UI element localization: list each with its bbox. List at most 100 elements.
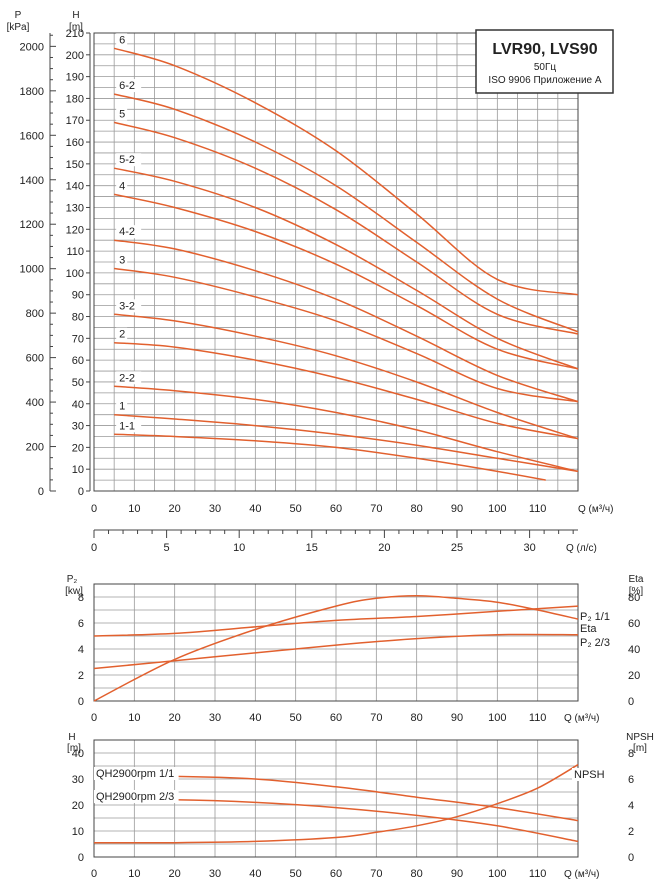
- head-curve-2: [114, 341, 579, 440]
- p-axis-label: P: [15, 10, 22, 21]
- h-axis-tick-label: 60: [72, 355, 84, 367]
- eta-axis-unit: [%]: [629, 586, 644, 597]
- curve-label-background: [116, 253, 128, 267]
- x-axis-tick-label: 40: [249, 712, 261, 724]
- h-axis-label: H: [72, 10, 79, 21]
- x-axis-tick-label: 70: [370, 868, 382, 880]
- curve-label: 6: [119, 34, 125, 46]
- eta-axis-tick-label: 0: [628, 696, 634, 708]
- series-label: Eta: [580, 623, 597, 635]
- series-label: QH2900rpm 2/3: [96, 791, 174, 803]
- curve-label-background: [116, 399, 128, 413]
- curve-label-background: [116, 225, 142, 239]
- curve-label-background: [116, 153, 142, 167]
- eta-axis-tick-label: 20: [628, 670, 640, 682]
- head-curve-2-2: [114, 385, 579, 473]
- p2-axis-tick-label: 4: [78, 644, 84, 656]
- x-axis-tick-label: 110: [529, 868, 547, 880]
- plot-frame: [93, 32, 579, 492]
- x-axis2-tick-label: 25: [451, 542, 463, 554]
- x-axis-tick-label: 10: [128, 712, 140, 724]
- h-axis-tick-label: 30: [72, 774, 84, 786]
- head-curve-5-2: [114, 167, 579, 370]
- curve-label: 5-2: [119, 154, 135, 166]
- head-curve-5: [114, 121, 579, 335]
- eta-axis-tick-label: 80: [628, 592, 640, 604]
- p2-axis-tick-label: 0: [78, 696, 84, 708]
- p-axis-unit: [kPa]: [7, 22, 30, 33]
- p-axis-tick-label: 1400: [20, 175, 44, 187]
- head-curve-6: [113, 47, 579, 296]
- h-axis-tick-label: 30: [72, 421, 84, 433]
- x-axis2-label: Q (л/с): [566, 543, 597, 554]
- curve-label-background: [116, 79, 142, 93]
- h-axis-tick-label: 190: [66, 72, 84, 84]
- x-axis-tick-label: 90: [451, 712, 463, 724]
- x-axis-tick-label: 80: [411, 503, 423, 515]
- h-axis-tick-label: 140: [66, 181, 84, 193]
- plot-frame: [93, 583, 579, 702]
- curve-label-background: [116, 299, 142, 313]
- h-axis-tick-label: 80: [72, 312, 84, 324]
- x-axis-tick-label: 60: [330, 503, 342, 515]
- npsh-axis-label: NPSH: [626, 732, 654, 743]
- chart-frequency: 50Гц: [534, 62, 557, 73]
- h-axis-tick-label: 150: [66, 159, 84, 171]
- x-axis-tick-label: 20: [169, 868, 181, 880]
- h-axis-tick-label: 20: [72, 442, 84, 454]
- h-axis-tick-label: 130: [66, 202, 84, 214]
- x-axis2-tick-label: 5: [164, 542, 170, 554]
- x-axis-tick-label: 30: [209, 503, 221, 515]
- npsh-axis-tick-label: 6: [628, 774, 634, 786]
- h-axis-tick-label: 20: [72, 800, 84, 812]
- x-axis2-tick-label: 15: [306, 542, 318, 554]
- h-axis-tick-label: 0: [78, 852, 84, 864]
- series-label: P₂ 1/1: [580, 611, 610, 623]
- h-axis-unit: [m]: [69, 22, 83, 33]
- npsh-axis-tick-label: 4: [628, 800, 634, 812]
- head-curve-1-1: [114, 433, 546, 481]
- x-axis-tick-label: 40: [249, 868, 261, 880]
- x-axis-label: Q (м³/ч): [564, 869, 599, 880]
- npsh-axis-tick-label: 0: [628, 852, 634, 864]
- p-axis-tick-label: 800: [26, 308, 44, 320]
- x-axis-tick-label: 70: [370, 712, 382, 724]
- npsh-axis-tick-label: 2: [628, 826, 634, 838]
- curve-label-background: [116, 327, 128, 341]
- p2-axis-tick-label: 2: [78, 670, 84, 682]
- curve-label: 2: [119, 329, 125, 341]
- x-axis-tick-label: 80: [411, 868, 423, 880]
- head-curve-4: [114, 193, 579, 370]
- x-axis-tick-label: 90: [451, 503, 463, 515]
- eta-axis-tick-label: 60: [628, 618, 640, 630]
- h-axis-tick-label: 10: [72, 826, 84, 838]
- h-axis-tick-label: 100: [66, 268, 84, 280]
- p2-axis-label: P₂: [67, 574, 78, 585]
- curve-label-background: [116, 179, 128, 193]
- curve-label: 1: [119, 401, 125, 413]
- x-axis-tick-label: 50: [290, 712, 302, 724]
- x-axis2-tick-label: 0: [91, 542, 97, 554]
- series-label-background: [94, 790, 179, 803]
- curve-label: 5: [119, 108, 125, 120]
- curve-label-background: [116, 371, 142, 385]
- h-axis-tick-label: 160: [66, 137, 84, 149]
- curve-label: 3: [119, 255, 125, 267]
- series-curve-2: [93, 633, 579, 670]
- p-axis-tick-label: 200: [26, 442, 44, 454]
- x-axis-tick-label: 100: [488, 712, 506, 724]
- x-axis-tick-label: 30: [209, 712, 221, 724]
- h-axis-tick-label: 40: [72, 748, 84, 760]
- x-axis-tick-label: 100: [488, 503, 506, 515]
- series-label: NPSH: [574, 769, 605, 781]
- p2-axis-tick-label: 8: [78, 592, 84, 604]
- p2-axis-unit: [kw]: [65, 586, 83, 597]
- eta-axis-tick-label: 40: [628, 644, 640, 656]
- head-curves-chart: 0102030405060708090100110120130140150160…: [7, 10, 614, 554]
- h-axis-tick-label: 210: [66, 28, 84, 40]
- x-axis-label: Q (м³/ч): [564, 713, 599, 724]
- h-axis-tick-label: 70: [72, 333, 84, 345]
